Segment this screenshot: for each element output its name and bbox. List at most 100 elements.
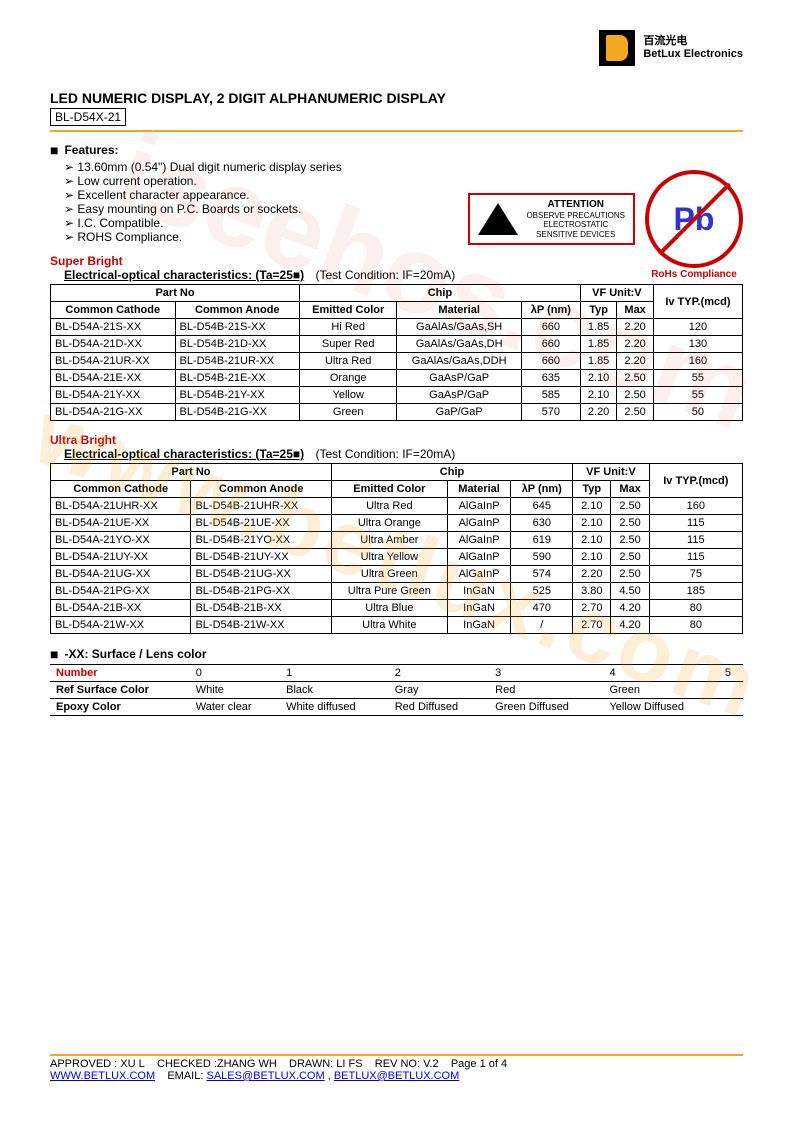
cell-anode: BL-D54B-21UHR-XX	[191, 498, 331, 515]
cell-color: Ultra Orange	[331, 515, 447, 532]
esd-title: ATTENTION	[526, 199, 625, 211]
cell-lp: 635	[521, 370, 580, 387]
table-row: BL-D54A-21UY-XX BL-D54B-21UY-XX Ultra Ye…	[51, 549, 743, 566]
table-row: BL-D54A-21G-XX BL-D54B-21G-XX Green GaP/…	[51, 404, 743, 421]
esd-line2: ELECTROSTATIC	[526, 220, 625, 230]
cell-color: Ultra Pure Green	[331, 583, 447, 600]
th-chip: Chip	[300, 285, 581, 302]
cell-max: 2.50	[617, 387, 654, 404]
cell-lp: 645	[511, 498, 573, 515]
cell-iv: 120	[653, 319, 742, 336]
cell-typ: 2.10	[580, 387, 617, 404]
features-label: Features:	[64, 143, 118, 157]
lens-row1-label: Ref Surface Color	[50, 682, 190, 699]
table2-heading: Ultra Bright	[50, 433, 743, 447]
lens-col: 2	[389, 665, 489, 682]
cell-lp: 660	[521, 336, 580, 353]
cell-iv: 160	[649, 498, 742, 515]
cell-cathode: BL-D54A-21UHR-XX	[51, 498, 191, 515]
lens-cell: Water clear	[190, 699, 280, 716]
cell-typ: 2.20	[580, 404, 617, 421]
square-bullet-icon: ■	[50, 646, 58, 662]
cell-material: GaP/GaP	[397, 404, 522, 421]
footer-email1-link[interactable]: SALES@BETLUX.COM	[206, 1070, 324, 1082]
th-cathode: Common Cathode	[51, 302, 176, 319]
cell-anode: BL-D54B-21S-XX	[175, 319, 300, 336]
footer-email2-link[interactable]: BETLUX@BETLUX.COM	[334, 1070, 459, 1082]
cell-iv: 80	[649, 600, 742, 617]
th-iv: Iv TYP.(mcd)	[649, 464, 742, 498]
cell-material: GaAlAs/GaAs,DH	[397, 336, 522, 353]
cell-max: 2.50	[611, 532, 649, 549]
th-chip: Chip	[331, 464, 572, 481]
lens-col: 3	[489, 665, 603, 682]
th-material: Material	[397, 302, 522, 319]
cell-material: InGaN	[447, 617, 511, 634]
cell-cathode: BL-D54A-21UE-XX	[51, 515, 191, 532]
cell-lp: 585	[521, 387, 580, 404]
divider	[50, 130, 743, 132]
cell-lp: 660	[521, 353, 580, 370]
table-row: BL-D54A-21E-XX BL-D54B-21E-XX Orange GaA…	[51, 370, 743, 387]
cell-max: 2.50	[611, 515, 649, 532]
cell-max: 2.50	[611, 549, 649, 566]
cell-color: Ultra Red	[331, 498, 447, 515]
cell-max: 4.20	[611, 617, 649, 634]
cell-cathode: BL-D54A-21UY-XX	[51, 549, 191, 566]
cell-max: 2.50	[617, 404, 654, 421]
cell-typ: 3.80	[573, 583, 611, 600]
table2-condition: (Test Condition: IF=20mA)	[315, 447, 455, 461]
footer-url-link[interactable]: WWW.BETLUX.COM	[50, 1070, 155, 1082]
th-typ: Typ	[573, 481, 611, 498]
th-max: Max	[617, 302, 654, 319]
cell-iv: 75	[649, 566, 742, 583]
table-row: BL-D54A-21Y-XX BL-D54B-21Y-XX Yellow GaA…	[51, 387, 743, 404]
cell-color: Ultra White	[331, 617, 447, 634]
cell-iv: 55	[653, 370, 742, 387]
lens-cell: Green	[603, 682, 718, 699]
pb-symbol: Pb	[674, 201, 715, 238]
cell-max: 2.20	[617, 319, 654, 336]
cell-anode: BL-D54B-21E-XX	[175, 370, 300, 387]
cell-material: AlGaInP	[447, 498, 511, 515]
table-ultra-bright: Part No Chip VF Unit:V Iv TYP.(mcd) Comm…	[50, 463, 743, 634]
cell-typ: 2.20	[573, 566, 611, 583]
lens-cell: Green Diffused	[489, 699, 603, 716]
lens-cell: Red Diffused	[389, 699, 489, 716]
cell-material: AlGaInP	[447, 515, 511, 532]
table-row: BL-D54A-21B-XX BL-D54B-21B-XX Ultra Blue…	[51, 600, 743, 617]
cell-cathode: BL-D54A-21PG-XX	[51, 583, 191, 600]
cell-iv: 115	[649, 532, 742, 549]
cell-anode: BL-D54B-21YO-XX	[191, 532, 331, 549]
logo-icon	[599, 30, 635, 66]
cell-lp: 619	[511, 532, 573, 549]
cell-iv: 185	[649, 583, 742, 600]
cell-iv: 115	[649, 549, 742, 566]
esd-badge: ATTENTION OBSERVE PRECAUTIONS ELECTROSTA…	[468, 193, 635, 246]
cell-lp: /	[511, 617, 573, 634]
cell-color: Ultra Red	[300, 353, 397, 370]
rohs-label: RoHs Compliance	[651, 269, 737, 280]
cell-typ: 2.70	[573, 617, 611, 634]
th-lp: λP (nm)	[521, 302, 580, 319]
cell-typ: 2.70	[573, 600, 611, 617]
cell-lp: 570	[521, 404, 580, 421]
lens-cell	[719, 699, 743, 716]
cell-cathode: BL-D54A-21B-XX	[51, 600, 191, 617]
cell-cathode: BL-D54A-21UR-XX	[51, 353, 176, 370]
lens-title: -XX: Surface / Lens color	[64, 647, 206, 661]
logo-area: 百流光电 BetLux Electronics	[599, 30, 743, 66]
cell-max: 2.50	[617, 370, 654, 387]
cell-color: Ultra Yellow	[331, 549, 447, 566]
footer-rev: REV NO: V.2	[375, 1058, 439, 1070]
cell-anode: BL-D54B-21D-XX	[175, 336, 300, 353]
lens-cell: White	[190, 682, 280, 699]
footer-checked: CHECKED :ZHANG WH	[157, 1058, 277, 1070]
cell-color: Hi Red	[300, 319, 397, 336]
square-bullet-icon: ■	[50, 142, 58, 158]
table-row: BL-D54A-21W-XX BL-D54B-21W-XX Ultra Whit…	[51, 617, 743, 634]
table-row: BL-D54A-21PG-XX BL-D54B-21PG-XX Ultra Pu…	[51, 583, 743, 600]
th-max: Max	[611, 481, 649, 498]
logo-en: BetLux Electronics	[643, 48, 743, 61]
lens-cell: Red	[489, 682, 603, 699]
